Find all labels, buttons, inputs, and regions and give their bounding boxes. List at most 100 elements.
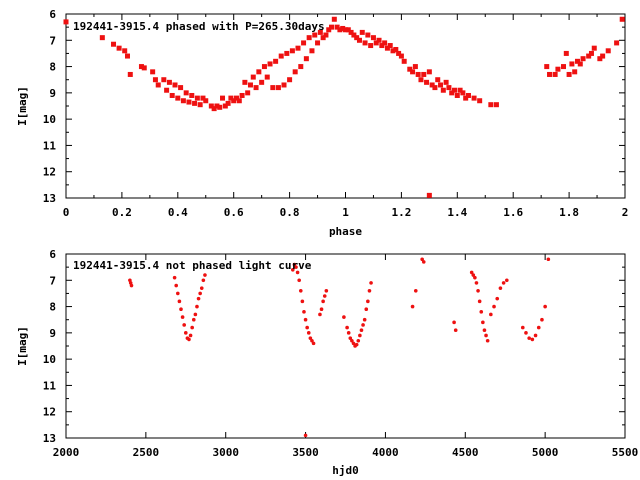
data-point [233,95,239,101]
data-point [312,32,318,38]
data-point [122,48,128,54]
data-point [256,69,262,75]
data-point [200,95,206,101]
data-point [308,336,313,340]
data-point [264,74,270,80]
data-point [415,71,421,77]
data-point [175,95,181,101]
data-point [201,278,206,283]
y-tick-label: 7 [49,274,56,287]
data-point [245,90,251,96]
data-point [591,45,597,51]
data-point [222,103,228,109]
data-point [301,40,307,46]
data-point [354,35,360,41]
data-point [305,325,309,330]
data-point [337,27,343,33]
data-point [228,95,234,101]
data-point [236,98,242,104]
data-point [540,317,544,322]
data-point [166,79,172,85]
data-point [190,325,194,330]
data-point [481,320,485,325]
data-point [220,95,226,101]
data-point [322,294,327,298]
data-point [315,40,321,46]
data-point [364,307,369,312]
data-point [432,85,438,91]
data-point [533,333,538,338]
data-point [597,56,603,62]
data-point [358,333,362,338]
data-point [463,95,469,101]
data-point [488,102,494,108]
data-point [302,310,306,314]
data-point [111,41,117,47]
data-point [359,328,364,333]
data-point [303,433,308,438]
data-point [449,90,455,96]
data-point [382,40,388,46]
y-tick-label: 9 [49,87,56,100]
data-point [420,257,424,262]
data-point [361,323,365,327]
data-point [287,77,293,83]
data-point [177,299,182,304]
data-point [563,50,569,56]
data-point [127,71,133,77]
data-point [469,270,474,275]
data-point [396,50,402,56]
data-point [366,299,370,304]
data-point [492,304,496,309]
y-tick-label: 11 [43,379,57,392]
x-tick-label: 1.2 [391,206,411,219]
data-point [284,50,290,56]
data-point [359,29,365,35]
data-point [310,338,314,343]
phased-data-points [63,16,625,198]
data-point [199,286,204,290]
data-point [292,69,298,75]
data-point [182,323,186,327]
data-point [485,338,490,343]
data-point [179,307,183,312]
unphased-light-curve-plot: 2000 2500 3000 3500 4000 4500 5000 5500 6 7 8 9 10 11… [16,248,638,477]
data-point [178,85,184,91]
data-point [270,85,276,91]
y-tick-label: 10 [43,113,56,126]
data-point [63,19,69,25]
data-point [354,342,359,347]
data-point [465,92,471,98]
data-point [340,25,346,31]
data-point [527,336,531,340]
data-point [217,104,223,110]
x-tick-label: 1.8 [559,206,579,219]
x-tick-label: 2000 [53,446,80,459]
data-point [438,82,444,88]
data-point [289,48,295,54]
x-tick-label: 1.4 [447,206,467,219]
data-point [561,64,567,70]
data-point [309,48,315,54]
data-point [393,46,399,52]
data-point [351,341,356,346]
data-point [484,333,488,338]
data-point [369,281,373,285]
data-point [421,71,427,77]
x-axis-title: phase [329,225,362,238]
data-point [501,281,506,285]
data-point [605,48,611,54]
data-point [471,95,477,101]
data-point [231,98,237,104]
plot-frame [65,13,626,199]
data-point [198,291,202,296]
data-point [367,289,372,293]
data-point [208,103,214,109]
data-point [350,338,354,343]
phased-light-curve-plot: 0 0.2 0.4 0.6 0.8 1 1.2 1.4 1.6 1.8 2 6 7 8 9 10 11 12 13 p… [16,8,628,238]
data-point [476,289,480,293]
data-point [161,77,167,83]
y-tick-label: 13 [43,432,56,445]
x-tick-label: 1 [342,206,349,219]
data-point [365,32,371,38]
